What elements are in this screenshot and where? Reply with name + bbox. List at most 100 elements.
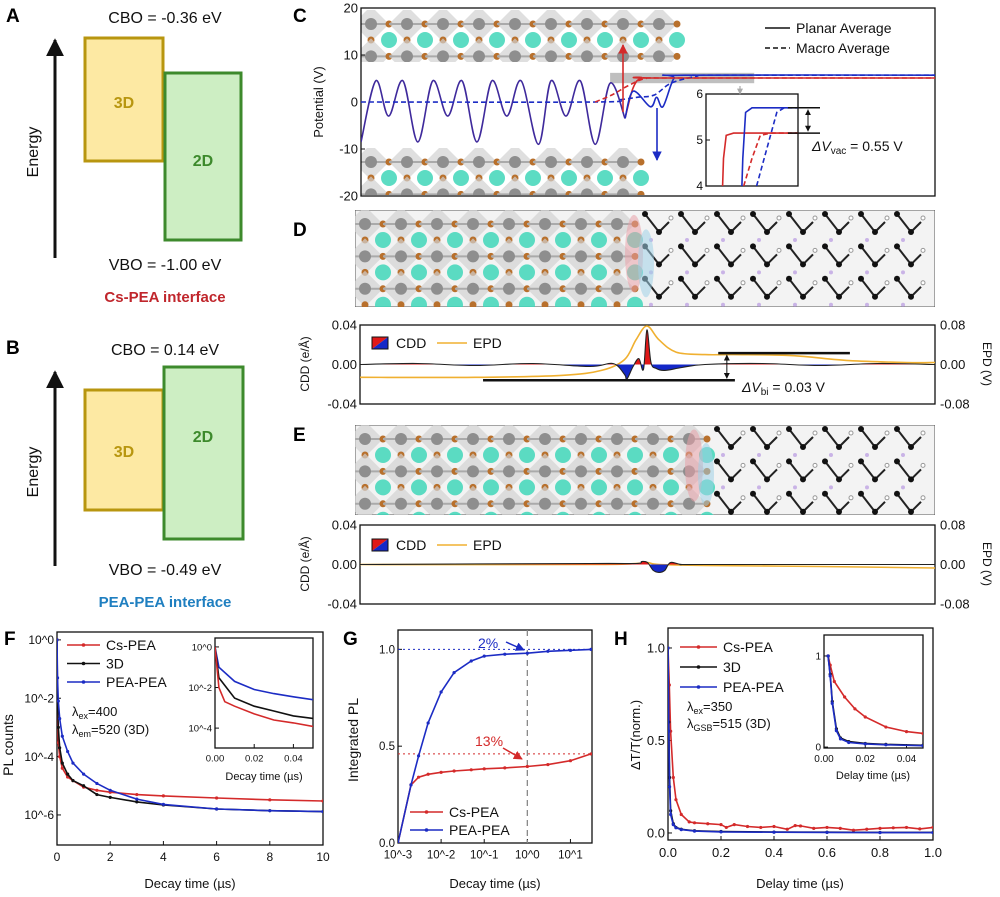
data-point <box>772 830 776 834</box>
cs-atom <box>489 64 505 80</box>
x-tick-label: 0.4 <box>765 845 783 860</box>
inset-x-axis-label: Delay time (µs) <box>836 770 910 782</box>
carbon-atom <box>894 458 900 465</box>
nitrogen-atom <box>793 485 797 490</box>
data-point <box>589 647 592 651</box>
carbon-atom <box>822 243 828 250</box>
cs-atom <box>375 264 391 281</box>
data-point <box>426 721 430 725</box>
carbon-atom <box>858 211 864 217</box>
data-point <box>745 824 750 829</box>
lambda-symbol: λ <box>72 704 79 719</box>
bond-line <box>716 493 732 513</box>
legend-item: Cs-PEA <box>680 639 773 655</box>
legend-marker <box>81 643 86 647</box>
nitrogen-atom <box>865 485 869 490</box>
pb-atom <box>467 465 479 478</box>
pb-atom <box>473 156 485 168</box>
legend-marker <box>81 680 86 684</box>
interface-label: PEA-PEA interface <box>99 594 232 611</box>
series-line-macro-average-cs-pea <box>594 76 935 103</box>
x-axis-label: Decay time (µs) <box>449 876 540 891</box>
pb-atom <box>395 282 407 295</box>
cs-atom <box>447 447 463 463</box>
data-point <box>469 659 473 663</box>
delta-v-vac-label: ΔVvac = 0.55 V <box>811 138 903 157</box>
carbon-atom <box>750 490 756 497</box>
pb-atom <box>467 250 479 263</box>
y2-tick-label: 0.08 <box>940 318 965 333</box>
data-point <box>215 807 219 811</box>
nitrogen-atom <box>757 453 761 457</box>
x-tick-label: 10^1 <box>558 850 583 862</box>
data-point <box>82 784 86 788</box>
legend-label: Cs-PEA <box>723 639 773 655</box>
hydrogen-atom <box>920 280 926 286</box>
cs-atom <box>483 232 499 248</box>
br-atom <box>397 301 405 307</box>
value: =520 (3D) <box>91 722 149 737</box>
hydrogen-atom <box>668 280 674 286</box>
series-group <box>668 646 933 835</box>
band-box-2d <box>162 365 245 541</box>
pb-atom <box>617 156 629 168</box>
data-point <box>525 764 529 769</box>
series-group <box>721 107 798 186</box>
data-point <box>832 679 836 684</box>
carbon-atom <box>858 275 864 282</box>
hydrogen-atom <box>812 247 818 253</box>
cbo-label: CBO = -0.36 eV <box>108 10 222 27</box>
nitrogen-atom <box>901 453 905 457</box>
pb-atom <box>509 50 521 62</box>
nitrogen-atom <box>829 238 833 242</box>
carbon-atom <box>764 261 770 268</box>
y2-tick-label: -0.08 <box>940 597 970 612</box>
band-box-3d <box>83 388 165 512</box>
data-point <box>426 772 430 776</box>
legend-label: PEA-PEA <box>723 679 784 695</box>
data-point <box>904 729 909 734</box>
y-tick-label: 10^-4 <box>189 723 212 734</box>
pb-atom <box>395 218 407 230</box>
pb-atom <box>683 497 695 510</box>
chart-G: 0.0 0.5 1.0 10^-3 10^-2 10^-1 10^0 10^1 Cs-PEA PE… <box>379 629 593 862</box>
bond-line <box>896 278 912 298</box>
octahedron-shape <box>461 176 497 195</box>
carbon-atom <box>800 261 806 268</box>
y2-axis-label: EPD (V) <box>980 542 994 586</box>
data-point <box>687 820 691 824</box>
series-line-cs-pea <box>827 655 923 735</box>
chart-C: 20 10 0 -10 -20 Planar Average Macro Average <box>339 1 936 204</box>
hydrogen-atom <box>668 215 674 221</box>
hydrogen-atom <box>740 430 746 436</box>
hydrogen-atom <box>776 215 782 221</box>
value: =350 <box>703 699 732 714</box>
data-point <box>215 796 219 800</box>
data-point <box>706 822 710 826</box>
pb-atom <box>431 282 443 295</box>
legend-label: Cs-PEA <box>106 637 156 653</box>
cs-atom <box>555 232 571 248</box>
chart-D: 0.04 0.00 -0.04 0.08 0.00 -0.08 CDD EPD <box>327 318 969 412</box>
carbon-atom <box>764 476 770 483</box>
carbon-atom <box>836 444 842 450</box>
cs-atom <box>555 447 571 463</box>
pb-atom <box>467 282 479 295</box>
cdd-positive-fill <box>360 329 935 365</box>
legend-label: 3D <box>723 659 741 675</box>
nitrogen-atom <box>721 453 725 457</box>
br-atom <box>673 20 681 28</box>
nitrogen-atom <box>793 302 797 307</box>
legend-label: PEA-PEA <box>449 822 510 838</box>
hydrogen-atom <box>776 247 782 253</box>
data-point <box>71 779 75 783</box>
panel-a: A CBO = -0.36 eV Energy 3D 2D VBO = -1.0… <box>6 6 243 306</box>
panel-label: D <box>293 220 307 241</box>
carbon-atom <box>836 261 842 268</box>
cs-atom <box>417 64 433 80</box>
bond-line <box>824 460 840 481</box>
nitrogen-atom <box>829 453 833 457</box>
pb-atom <box>581 50 593 62</box>
